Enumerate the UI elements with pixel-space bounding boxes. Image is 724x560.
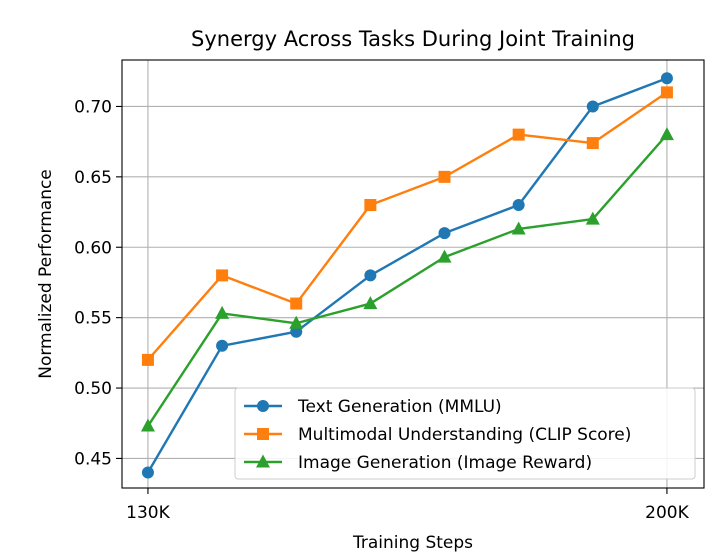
series-3 [140,127,674,432]
data-point [586,100,599,113]
data-point [586,137,599,150]
data-point [511,221,526,235]
series-layer [140,72,674,479]
data-point [140,418,155,432]
legend-marker [257,400,269,412]
data-point [364,269,377,282]
series-1 [141,72,673,479]
series-line [147,91,668,361]
data-point [438,170,451,183]
data-point [216,339,229,352]
data-point [512,199,525,212]
legend-label: Multimodal Understanding (CLIP Score) [298,425,631,445]
data-point [437,249,452,263]
data-point [290,297,303,310]
data-point [438,227,451,240]
y-tick-label: 0.65 [74,168,112,188]
y-tick-label: 0.70 [74,97,112,117]
data-point [585,211,600,225]
legend-label: Image Generation (Image Reward) [298,453,592,473]
data-point [659,127,674,141]
legend: Text Generation (MMLU) Multimodal Underst… [234,387,696,480]
legend-box [234,387,696,480]
series-line [146,77,668,474]
data-point [512,128,525,141]
y-axis: 0.45 0.50 0.55 0.60 0.65 0.70 [74,97,122,469]
data-point [141,466,154,479]
x-axis-label: Training Steps [352,533,473,553]
x-tick-label: 130K [126,503,170,523]
legend-item: Multimodal Understanding (CLIP Score) [244,425,631,445]
legend-marker [257,428,269,440]
y-tick-label: 0.50 [74,379,112,399]
legend-label: Text Generation (MMLU) [297,397,502,417]
data-point [660,86,673,99]
y-axis-label: Normalized Performance [36,169,56,379]
data-point [215,305,230,319]
y-tick-label: 0.45 [74,449,112,469]
y-tick-label: 0.60 [74,238,112,258]
chart-title: Synergy Across Tasks During Joint Traini… [191,27,635,51]
legend-item: Image Generation (Image Reward) [244,453,592,473]
data-point [363,296,378,310]
x-tick-label: 200K [645,503,689,523]
data-point [216,269,229,282]
series-2 [141,86,673,366]
y-tick-label: 0.55 [74,309,112,329]
data-point [141,353,154,366]
series-line [146,133,668,427]
plot-area-frame [121,59,705,489]
x-axis: 130K 200K [126,488,690,523]
data-point [364,199,377,212]
legend-marker [256,454,270,468]
data-point [289,315,304,329]
data-point [660,72,673,85]
legend-item: Text Generation (MMLU) [244,397,502,417]
